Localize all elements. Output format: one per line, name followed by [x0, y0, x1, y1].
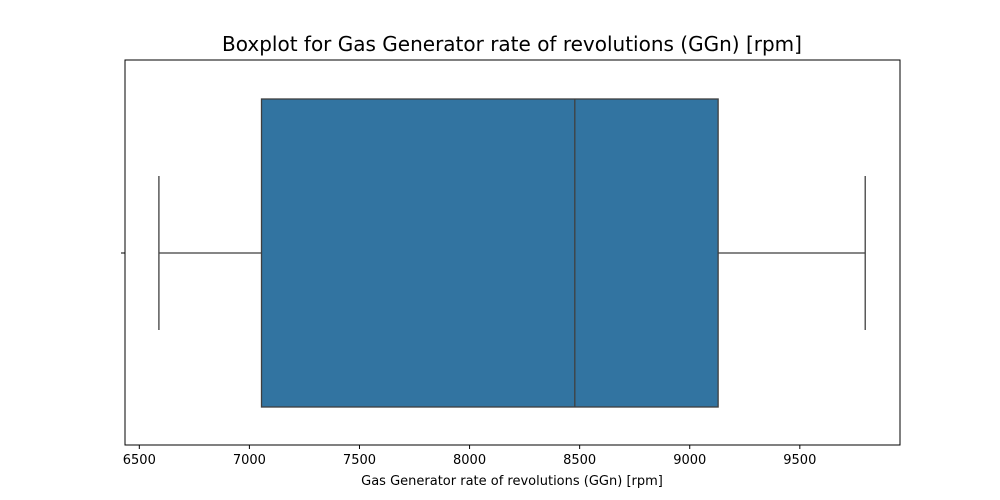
box-group	[158, 98, 866, 408]
x-tick-label: 8000	[453, 453, 486, 468]
x-axis-ticks: 6500 7000 7500 8000 8500 9000 9500	[123, 445, 816, 468]
iqr-box	[260, 98, 719, 408]
x-axis-label: Gas Generator rate of revolutions (GGn) …	[361, 474, 663, 489]
x-tick-label: 6500	[123, 453, 156, 468]
x-tick-label: 7000	[233, 453, 266, 468]
x-tick-label: 9000	[673, 453, 706, 468]
x-tick-label: 7500	[343, 453, 376, 468]
x-tick-label: 8500	[563, 453, 596, 468]
x-tick-label: 9500	[783, 453, 816, 468]
chart-title: Boxplot for Gas Generator rate of revolu…	[222, 32, 802, 56]
